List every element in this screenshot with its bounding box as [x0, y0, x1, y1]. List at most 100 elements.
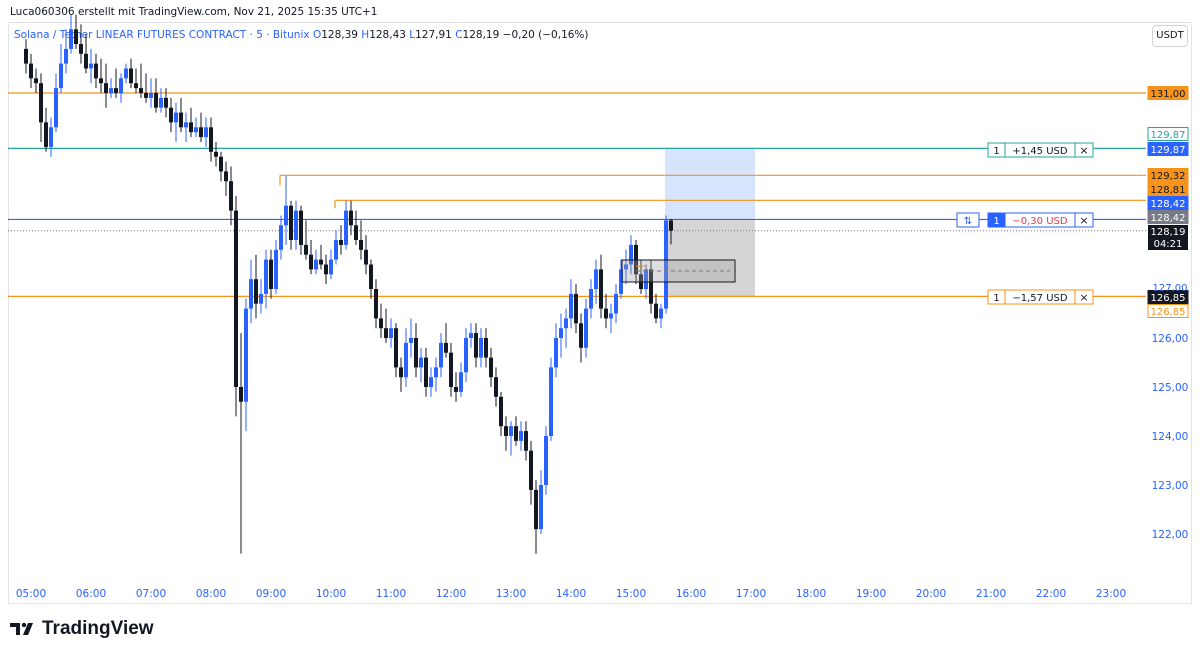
candle[interactable]	[489, 347, 493, 387]
candle[interactable]	[434, 357, 438, 392]
candle[interactable]	[304, 220, 308, 260]
candle[interactable]	[139, 63, 143, 98]
candle[interactable]	[74, 14, 78, 49]
candle[interactable]	[604, 293, 608, 329]
candle[interactable]	[244, 298, 248, 432]
candle[interactable]	[519, 421, 523, 451]
candle[interactable]	[524, 421, 528, 461]
candle[interactable]	[269, 249, 273, 299]
candle[interactable]	[459, 362, 463, 397]
candle[interactable]	[109, 78, 113, 98]
candle[interactable]	[329, 249, 333, 280]
candle[interactable]	[454, 372, 458, 402]
candle[interactable]	[324, 254, 328, 285]
candle[interactable]	[564, 308, 568, 348]
candle[interactable]	[294, 200, 298, 250]
candle[interactable]	[279, 215, 283, 260]
candle[interactable]	[264, 249, 268, 309]
candle[interactable]	[64, 29, 68, 74]
currency-button[interactable]: USDT	[1152, 25, 1188, 47]
candle[interactable]	[504, 416, 508, 451]
candle[interactable]	[584, 298, 588, 358]
candle[interactable]	[384, 308, 388, 343]
candle[interactable]	[254, 254, 258, 319]
candle[interactable]	[174, 102, 178, 142]
candle[interactable]	[259, 279, 263, 314]
candle[interactable]	[439, 333, 443, 378]
candle[interactable]	[334, 230, 338, 265]
order-take-profit[interactable]: 1 +1,45 USD ×	[987, 142, 1094, 158]
candle[interactable]	[619, 259, 623, 299]
candle[interactable]	[314, 249, 318, 275]
candle[interactable]	[554, 323, 558, 378]
candle[interactable]	[394, 323, 398, 378]
candle[interactable]	[599, 254, 603, 319]
candle[interactable]	[169, 97, 173, 133]
candle[interactable]	[84, 34, 88, 74]
candle[interactable]	[609, 303, 613, 334]
candle[interactable]	[179, 97, 183, 133]
candle[interactable]	[229, 166, 233, 226]
candle[interactable]	[544, 426, 548, 495]
candle[interactable]	[649, 259, 653, 314]
candle[interactable]	[589, 279, 593, 319]
candle[interactable]	[69, 14, 73, 54]
candle[interactable]	[339, 225, 343, 255]
candle[interactable]	[299, 205, 303, 255]
candle[interactable]	[414, 323, 418, 378]
candle[interactable]	[99, 58, 103, 93]
candle[interactable]	[29, 53, 33, 89]
candle[interactable]	[144, 73, 148, 103]
candle[interactable]	[124, 63, 128, 84]
candle[interactable]	[669, 218, 673, 245]
candle[interactable]	[374, 279, 378, 329]
candle[interactable]	[89, 48, 93, 84]
candle[interactable]	[79, 24, 83, 64]
candle[interactable]	[579, 313, 583, 363]
candle[interactable]	[594, 259, 598, 304]
candle[interactable]	[354, 210, 358, 245]
candle[interactable]	[449, 342, 453, 397]
candle[interactable]	[94, 53, 98, 89]
candle[interactable]	[614, 284, 618, 324]
candle[interactable]	[549, 357, 553, 441]
candle[interactable]	[369, 259, 373, 299]
candle[interactable]	[164, 88, 168, 118]
candle[interactable]	[539, 470, 543, 534]
candle[interactable]	[284, 176, 288, 245]
candle[interactable]	[24, 39, 28, 74]
candle[interactable]	[249, 259, 253, 324]
candle[interactable]	[319, 244, 323, 270]
candle[interactable]	[224, 161, 228, 196]
order-stop-loss[interactable]: 1 −1,57 USD ×	[987, 289, 1094, 305]
candle[interactable]	[464, 328, 468, 383]
candle[interactable]	[574, 284, 578, 334]
candle[interactable]	[359, 220, 363, 260]
candle[interactable]	[484, 328, 488, 368]
candle[interactable]	[514, 416, 518, 446]
candle[interactable]	[389, 318, 393, 348]
candle[interactable]	[199, 112, 203, 142]
candle[interactable]	[49, 117, 53, 157]
loss-zone[interactable]	[665, 219, 755, 297]
candle[interactable]	[154, 78, 158, 113]
candle[interactable]	[379, 303, 383, 338]
candle[interactable]	[189, 107, 193, 138]
candle[interactable]	[39, 73, 43, 142]
candle[interactable]	[444, 323, 448, 358]
candle[interactable]	[424, 347, 428, 397]
candle[interactable]	[239, 333, 243, 554]
candle[interactable]	[659, 303, 663, 329]
candle[interactable]	[654, 293, 658, 324]
candle[interactable]	[104, 63, 108, 108]
candle[interactable]	[289, 200, 293, 250]
candle[interactable]	[529, 440, 533, 505]
candle[interactable]	[349, 200, 353, 236]
order-position[interactable]: 1 −0,30 USD ×	[987, 212, 1094, 228]
candle[interactable]	[399, 357, 403, 392]
candle[interactable]	[364, 235, 368, 275]
candle[interactable]	[474, 323, 478, 368]
candle[interactable]	[409, 318, 413, 358]
candle[interactable]	[419, 347, 423, 383]
